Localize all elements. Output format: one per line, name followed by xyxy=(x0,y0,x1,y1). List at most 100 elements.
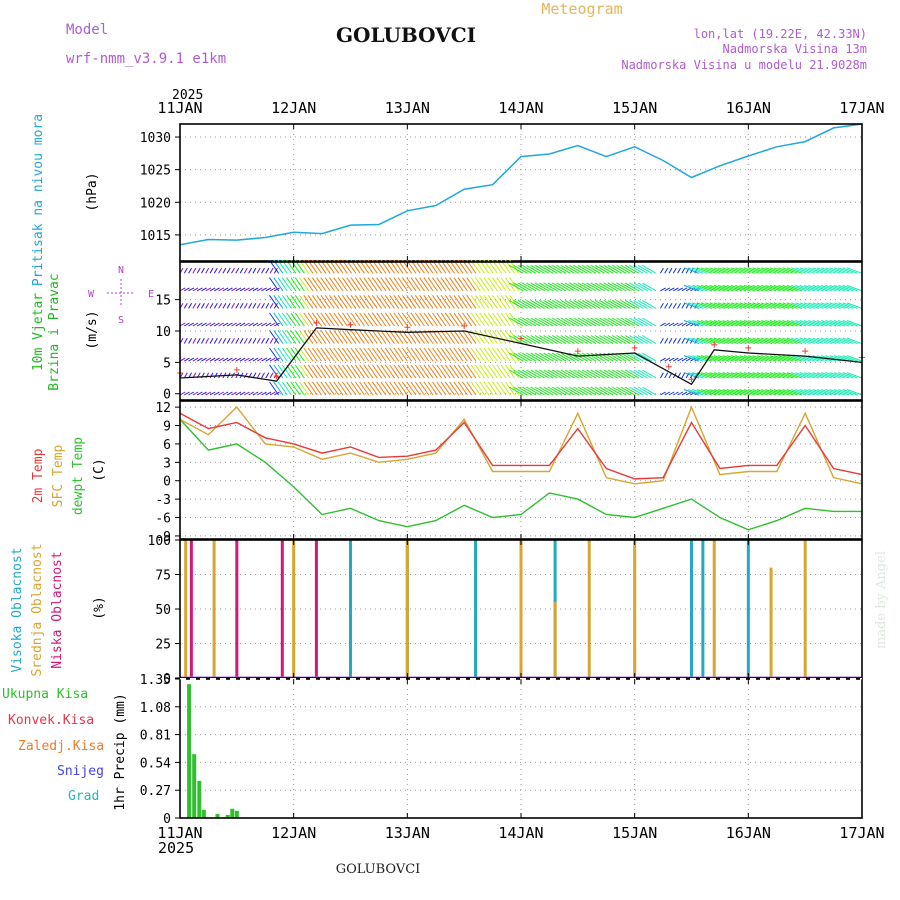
y-tick-label: 1.35 xyxy=(140,673,171,688)
wind-barb xyxy=(307,347,318,362)
wind-barb xyxy=(543,369,558,379)
wind-barb xyxy=(286,364,297,379)
wind-barb xyxy=(444,312,455,327)
wind-barb xyxy=(492,295,503,309)
wind-barb xyxy=(346,364,357,379)
wind-barb xyxy=(816,302,833,309)
wind-barb xyxy=(226,267,231,274)
wind-barb xyxy=(235,338,240,344)
wind-barb xyxy=(846,267,863,274)
station-coords: lon,lat (19.22E, 42.33N) xyxy=(694,27,867,41)
wind-barb xyxy=(748,372,764,379)
wind-barb xyxy=(500,381,511,396)
wind-barb xyxy=(782,337,798,345)
wind-barb xyxy=(244,357,250,362)
wind-barb xyxy=(795,355,811,362)
wind-barb xyxy=(530,335,545,344)
wind-barb xyxy=(543,282,558,292)
wind-barb xyxy=(664,287,671,292)
wind-barb xyxy=(560,386,575,396)
wind-barb xyxy=(389,364,400,379)
temp-dewpt-label: dewpt Temp xyxy=(71,437,86,515)
wind-barb xyxy=(303,295,314,309)
wind-barb xyxy=(269,330,280,344)
wind-barb xyxy=(179,357,186,362)
wind-barb xyxy=(333,312,344,327)
wind-barb xyxy=(530,317,545,327)
wind-barb xyxy=(664,357,671,362)
wind-barb xyxy=(350,277,361,292)
wind-barb xyxy=(504,364,515,379)
wind-barb xyxy=(517,264,532,274)
wind-barb xyxy=(432,347,443,362)
wind-barb xyxy=(492,277,503,292)
wind-barb xyxy=(427,295,438,309)
wind-barb xyxy=(307,364,318,379)
wind-barb xyxy=(235,391,242,396)
y-tick-label: 0.54 xyxy=(140,756,171,771)
wind-barb xyxy=(556,352,571,362)
y-tick-label: -6 xyxy=(155,512,171,527)
wind-barb xyxy=(620,317,635,327)
wind-barb xyxy=(307,295,318,309)
wind-barb xyxy=(256,391,263,396)
wind-barb xyxy=(722,302,738,309)
wind-barb xyxy=(735,355,751,362)
cloud-bar xyxy=(519,540,523,678)
wind-barb xyxy=(739,267,755,274)
wind-barb xyxy=(333,295,344,309)
location-title: GOLUBOVCI xyxy=(336,23,476,47)
wind-barb xyxy=(371,312,383,327)
bottom-x-tick: 12JAN xyxy=(271,824,316,842)
wind-barb xyxy=(560,352,575,362)
wind-barb xyxy=(534,386,550,396)
wind-barb xyxy=(277,347,288,362)
wind-barb xyxy=(496,330,507,344)
wind-barb xyxy=(274,357,280,362)
wind-barb xyxy=(594,282,610,292)
wind-barb xyxy=(393,347,404,362)
wind-barb xyxy=(577,352,593,362)
wind-barb xyxy=(551,282,567,292)
wind-barb xyxy=(269,357,276,362)
wind-barb xyxy=(470,347,481,362)
wind-barb xyxy=(492,381,503,396)
wind-barb xyxy=(731,267,747,274)
wind-barb xyxy=(752,372,768,379)
wind-barb xyxy=(808,284,824,292)
wind-barb xyxy=(269,287,276,292)
y-tick-label: 1030 xyxy=(140,131,171,146)
wind-barb xyxy=(556,282,571,292)
wind-barb xyxy=(833,372,850,379)
wind-barb xyxy=(629,299,644,309)
wind-barb xyxy=(791,372,807,379)
wind-barb xyxy=(629,335,644,344)
wind-barb xyxy=(504,295,515,309)
cloud-high-label: Visoka Oblacnost xyxy=(10,547,25,672)
wind-barb xyxy=(380,347,391,362)
wind-barb xyxy=(709,389,725,396)
wind-barb xyxy=(791,355,807,362)
wind-barb xyxy=(371,347,383,362)
wind-barb xyxy=(183,338,188,344)
bottom-x-tick: 16JAN xyxy=(726,824,771,842)
wind-barb xyxy=(778,267,794,274)
wind-barb xyxy=(705,355,721,362)
wind-barb xyxy=(427,330,438,344)
wind-barb xyxy=(624,369,640,379)
wind-barb xyxy=(581,352,597,362)
wind-barb xyxy=(286,277,297,292)
wind-barb xyxy=(709,284,725,292)
wind-barb xyxy=(294,312,305,327)
wind-barb xyxy=(688,320,704,327)
wind-barb xyxy=(713,389,730,396)
wind-barb xyxy=(218,322,225,327)
wind-barb xyxy=(521,369,537,379)
wind-barb xyxy=(842,284,858,292)
bottom-x-tick-labels: 11JAN 12JAN 13JAN 14JAN 15JAN 16JAN 17JAN xyxy=(157,824,884,842)
y-tick-label: 10 xyxy=(155,325,171,340)
gust-cross xyxy=(313,319,320,326)
top-x-tick: 12JAN xyxy=(271,99,316,117)
wind-barb xyxy=(401,312,413,327)
wind-barb xyxy=(457,347,468,362)
